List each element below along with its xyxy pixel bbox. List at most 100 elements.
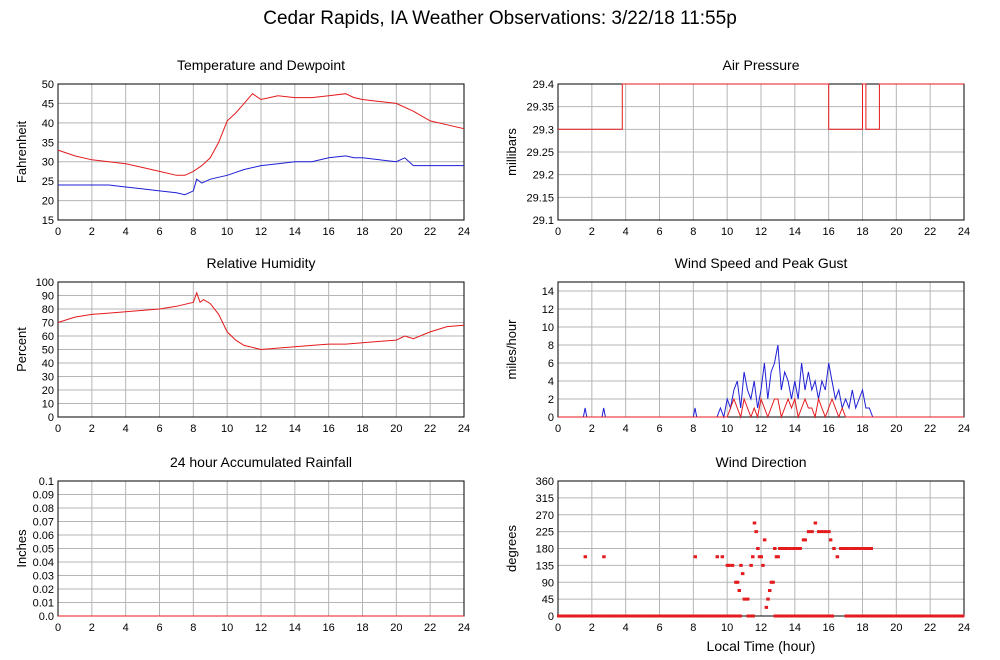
data-point: [831, 614, 835, 618]
y-tick-label: 0.0: [39, 611, 54, 623]
x-tick-label: 8: [690, 622, 696, 634]
data-point: [749, 563, 753, 567]
y-tick-label: 8: [548, 340, 554, 352]
x-tick-label: 4: [123, 423, 129, 435]
x-tick-label: 10: [721, 226, 733, 238]
x-tick-label: 24: [458, 423, 470, 435]
x-tick-label: 20: [890, 423, 902, 435]
x-tick-label: 12: [255, 622, 267, 634]
data-point: [869, 547, 873, 550]
data-point: [727, 563, 731, 567]
y-tick-label: 0.03: [33, 571, 54, 583]
data-point: [739, 614, 742, 618]
x-tick-label: 24: [958, 622, 970, 634]
y-axis-label: degrees: [504, 525, 519, 572]
temp-chart: 0 2 4 6 8 10 12 14 16 18 20 22 241520253035404550Tem…: [14, 57, 470, 238]
data-point: [693, 555, 698, 559]
y-tick-label: 0.04: [33, 557, 54, 569]
x-tick-label: 8: [690, 423, 696, 435]
y-tick-label: 0.01: [33, 598, 54, 610]
data-point: [788, 547, 792, 550]
y-axis-label: Percent: [14, 327, 29, 372]
x-tick-label: 20: [390, 423, 402, 435]
plot-frame: [57, 83, 465, 221]
x-tick-label: 16: [823, 423, 835, 435]
y-tick-label: 6: [548, 358, 554, 370]
x-tick-label: 2: [589, 226, 595, 238]
chart-title: Wind Speed and Peak Gust: [675, 255, 848, 271]
x-tick-label: 12: [255, 226, 267, 238]
data-point: [764, 605, 769, 609]
chart-title: Temperature and Dewpoint: [177, 57, 345, 73]
y-tick-label: 90: [542, 577, 554, 589]
data-point: [813, 521, 818, 525]
y-tick-label: 29.35: [526, 102, 554, 114]
y-tick-label: 10: [542, 322, 554, 334]
y-tick-label: 50: [42, 345, 54, 357]
x-tick-label: 4: [623, 622, 629, 634]
y-tick-label: 0.02: [33, 584, 54, 596]
data-point: [761, 563, 765, 567]
y-tick-label: 50: [42, 79, 54, 91]
data-point: [845, 547, 850, 550]
data-point: [806, 530, 811, 534]
data-point: [803, 538, 807, 542]
x-tick-label: 4: [623, 423, 629, 435]
data-point: [766, 597, 770, 601]
x-tick-label: 6: [156, 226, 162, 238]
data-point: [762, 538, 767, 542]
data-point: [961, 614, 965, 618]
x-tick-label: 16: [323, 423, 335, 435]
y-tick-label: 45: [542, 594, 554, 606]
y-tick-label: 40: [42, 358, 54, 370]
y-tick-label: 0: [548, 412, 554, 424]
data-point: [778, 547, 782, 550]
x-tick-label: 6: [156, 423, 162, 435]
y-tick-label: 29.2: [533, 170, 554, 182]
x-tick-label: 0: [555, 622, 561, 634]
data-point: [752, 614, 755, 618]
x-tick-label: 2: [89, 622, 95, 634]
x-tick-label: 12: [755, 622, 767, 634]
x-tick-label: 12: [755, 226, 767, 238]
data-point: [759, 555, 763, 559]
plot-frame: [557, 281, 965, 418]
y-axis-label: millibars: [504, 128, 519, 176]
y-tick-label: 29.25: [526, 147, 554, 159]
x-tick-label: 22: [924, 423, 936, 435]
y-tick-label: 135: [536, 560, 554, 572]
y-axis-label: Inches: [14, 529, 29, 568]
x-tick-label: 4: [623, 226, 629, 238]
x-tick-label: 22: [924, 226, 936, 238]
x-tick-label: 6: [156, 622, 162, 634]
x-tick-label: 6: [656, 622, 662, 634]
y-tick-label: 225: [536, 527, 554, 539]
x-tick-label: 14: [289, 423, 301, 435]
x-tick-label: 24: [458, 622, 470, 634]
x-tick-label: 18: [356, 226, 368, 238]
data-point: [855, 547, 860, 550]
data-point: [823, 530, 828, 534]
y-tick-label: 0: [48, 412, 54, 424]
y-tick-label: 100: [36, 277, 54, 289]
x-axis-label: Local Time (hour): [707, 638, 816, 654]
x-tick-label: 20: [390, 622, 402, 634]
x-tick-label: 16: [323, 226, 335, 238]
pressure-chart: 0 2 4 6 8 10 12 14 16 18 20 22 2429.129.1529.229.252…: [504, 57, 970, 238]
x-tick-label: 18: [856, 622, 868, 634]
series-line-red: [558, 83, 964, 130]
y-tick-label: 30: [42, 372, 54, 384]
y-tick-label: 30: [42, 157, 54, 169]
x-tick-label: 0: [555, 423, 561, 435]
plot-frame: [557, 480, 965, 617]
data-point: [720, 555, 725, 559]
x-tick-label: 20: [890, 226, 902, 238]
y-tick-label: 80: [42, 304, 54, 316]
y-axis-label: miles/hour: [504, 319, 519, 380]
y-tick-label: 0.07: [33, 517, 54, 529]
x-tick-label: 0: [55, 423, 61, 435]
chart-title: 24 hour Accumulated Rainfall: [170, 454, 352, 470]
data-point: [767, 589, 772, 592]
chart-title: Air Pressure: [722, 57, 799, 73]
